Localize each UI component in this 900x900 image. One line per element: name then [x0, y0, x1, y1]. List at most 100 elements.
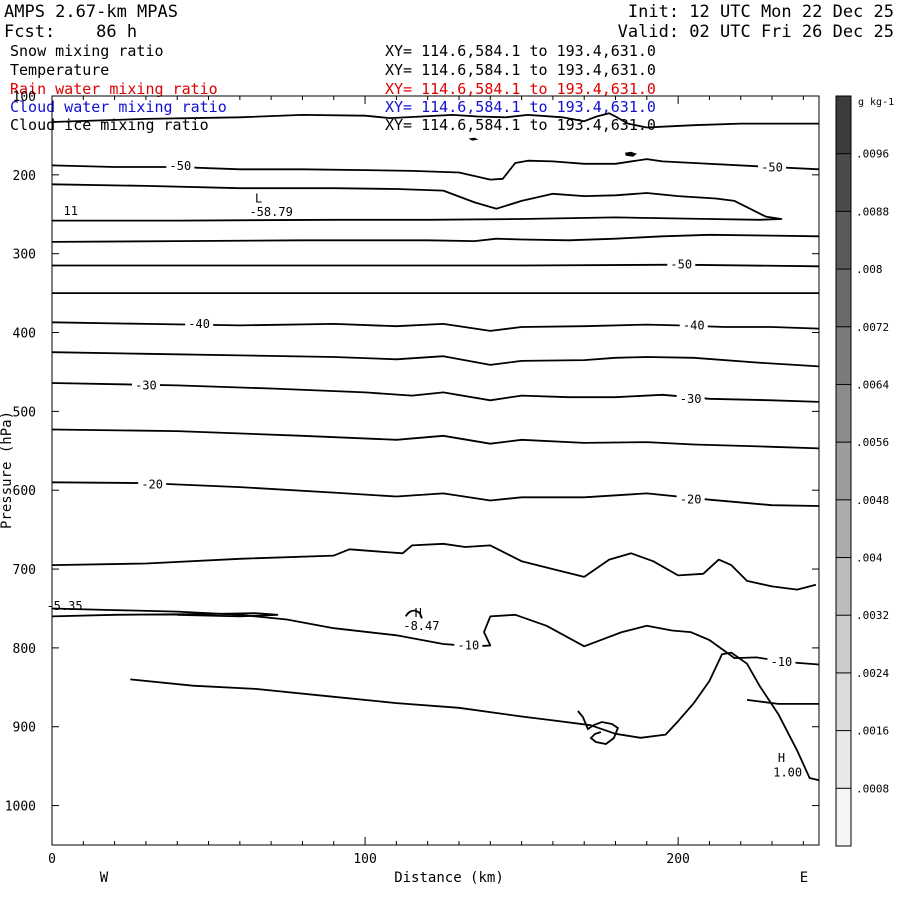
contour-label: -10 [458, 639, 480, 653]
colorbar-swatch [836, 557, 851, 616]
colorbar-tick-label: .0024 [856, 667, 889, 680]
temperature-contour [51, 158, 820, 181]
field-xy-cloud-water: XY= 114.6,584.1 to 193.4,631.0 [385, 98, 656, 116]
colorbar-swatch [836, 499, 851, 559]
x-axis: 0 100 200 [48, 96, 804, 867]
temperature-contour [51, 321, 820, 332]
field-name-cloud-water: Cloud water mixing ratio [10, 98, 227, 116]
west-label: W [100, 870, 109, 886]
extremum-label: -5.35 [46, 599, 82, 613]
contour-label: -10 [771, 655, 793, 669]
contour-label-bg [667, 256, 696, 271]
colorbar-unit: g kg-1 [858, 97, 894, 108]
y-axis: 100 200 300 400 500 600 700 800 900 1000 [5, 90, 819, 815]
temperature-contour [51, 542, 817, 591]
colorbar-swatch [836, 153, 851, 212]
colorbar-swatch [836, 442, 851, 501]
field-name-temperature: Temperature [10, 61, 110, 79]
extremum-label: 1.00 [773, 765, 802, 779]
temperature-contour [51, 351, 820, 368]
east-label: E [800, 870, 808, 886]
extremum-label: 11 [64, 204, 78, 218]
colorbar-swatch [836, 96, 851, 155]
extremum-label: -8.47 [403, 619, 439, 633]
contour-label-bg [767, 654, 796, 669]
model-title: AMPS 2.67-km MPAS [4, 2, 178, 22]
colorbar-swatch [836, 211, 851, 270]
temperature-contour [51, 612, 279, 618]
y-tick-label: 800 [13, 642, 36, 657]
marker-layer: -50 -50 -50 -40 -40 -30 -30 -20 -20 -10 -10 L-58.79… [46, 158, 802, 779]
colorbar-tick-label: .004 [856, 552, 883, 565]
contour-label-bg [131, 377, 160, 392]
colorbar-swatch [836, 672, 851, 732]
contour-label: -50 [170, 159, 192, 173]
colorbar-tick-label: .0096 [856, 148, 889, 161]
contour-label: -50 [761, 161, 783, 175]
contour-label-bg [166, 158, 195, 173]
contour-label-bg [676, 390, 705, 405]
field-xy-snow: XY= 114.6,584.1 to 193.4,631.0 [385, 42, 656, 60]
temperature-contour [51, 428, 820, 450]
field-xy-rain: XY= 114.6,584.1 to 193.4,631.0 [385, 80, 656, 98]
x-axis-label: Distance (km) [394, 870, 504, 886]
temperature-contour [51, 607, 820, 666]
y-tick-label: 300 [13, 248, 36, 263]
contour-label: -20 [680, 493, 702, 507]
colorbar-swatch [836, 269, 851, 328]
extremum-label: H [778, 751, 785, 765]
y-tick-label: 100 [13, 90, 36, 105]
y-tick-label: 700 [13, 563, 36, 578]
extremum-label: -58.79 [249, 205, 292, 219]
init-time: Init: 12 UTC Mon 22 Dec 25 [627, 2, 894, 22]
cloud-ice-blob [624, 151, 637, 157]
field-xy-temperature: XY= 114.6,584.1 to 193.4,631.0 [385, 61, 656, 79]
y-tick-label: 400 [13, 327, 36, 342]
extremum-label: L [255, 191, 262, 205]
colorbar-swatch [836, 384, 851, 443]
colorbar-tick-label: .0072 [856, 321, 889, 334]
colorbar-tick-label: .0032 [856, 609, 889, 622]
contour-lines [51, 112, 820, 782]
contour-label-bg [185, 315, 214, 330]
temperature-contour [51, 112, 819, 129]
colorbar-tick-label: .0088 [856, 205, 889, 218]
temperature-contour [52, 263, 820, 268]
contour-label: -40 [683, 318, 705, 332]
contour-label-bg [138, 476, 167, 491]
y-axis-label: Pressure (hPa) [0, 411, 15, 529]
forecast-hour: Fcst: 86 h [4, 22, 138, 42]
contour-label-bg [758, 159, 787, 174]
colorbar-swatch [836, 730, 851, 789]
x-tick-label: 100 [353, 852, 376, 867]
temperature-contour [51, 233, 820, 243]
y-tick-label: 500 [13, 405, 36, 420]
small-contour [577, 710, 620, 745]
colorbar-frame [835, 95, 852, 847]
colorbar-tick-label: .0008 [856, 782, 889, 795]
colorbar-tick-label: .0064 [856, 378, 889, 391]
contour-label: -30 [680, 392, 702, 406]
temperature-contour [130, 651, 820, 782]
colorbar-tick-label: .0048 [856, 494, 889, 507]
small-contour [404, 609, 423, 619]
contour-label-bg [454, 637, 483, 652]
colorbar-tick-label: .0056 [856, 436, 889, 449]
colorbar: .0096 .0088 .008 .0072 .0064 .0056 .0048 .004 .0… [835, 95, 889, 847]
cloud-ice-blob [468, 137, 479, 141]
colorbar-tick-label: .008 [856, 263, 883, 276]
field-name-rain: Rain water mixing ratio [10, 80, 218, 98]
colorbar-swatch [836, 326, 851, 385]
contour-label: -30 [135, 378, 157, 392]
colorbar-tick-label: .0016 [856, 725, 889, 738]
contour-label: -20 [141, 478, 163, 492]
x-tick-label: 0 [48, 852, 56, 867]
y-tick-label: 900 [13, 721, 36, 736]
contour-label: -40 [188, 317, 210, 331]
y-tick-label: 1000 [5, 800, 36, 815]
field-name-snow: Snow mixing ratio [10, 42, 164, 60]
contour-label-bg [679, 317, 708, 332]
y-tick-label: 200 [13, 169, 36, 184]
temperature-contour [746, 699, 819, 705]
